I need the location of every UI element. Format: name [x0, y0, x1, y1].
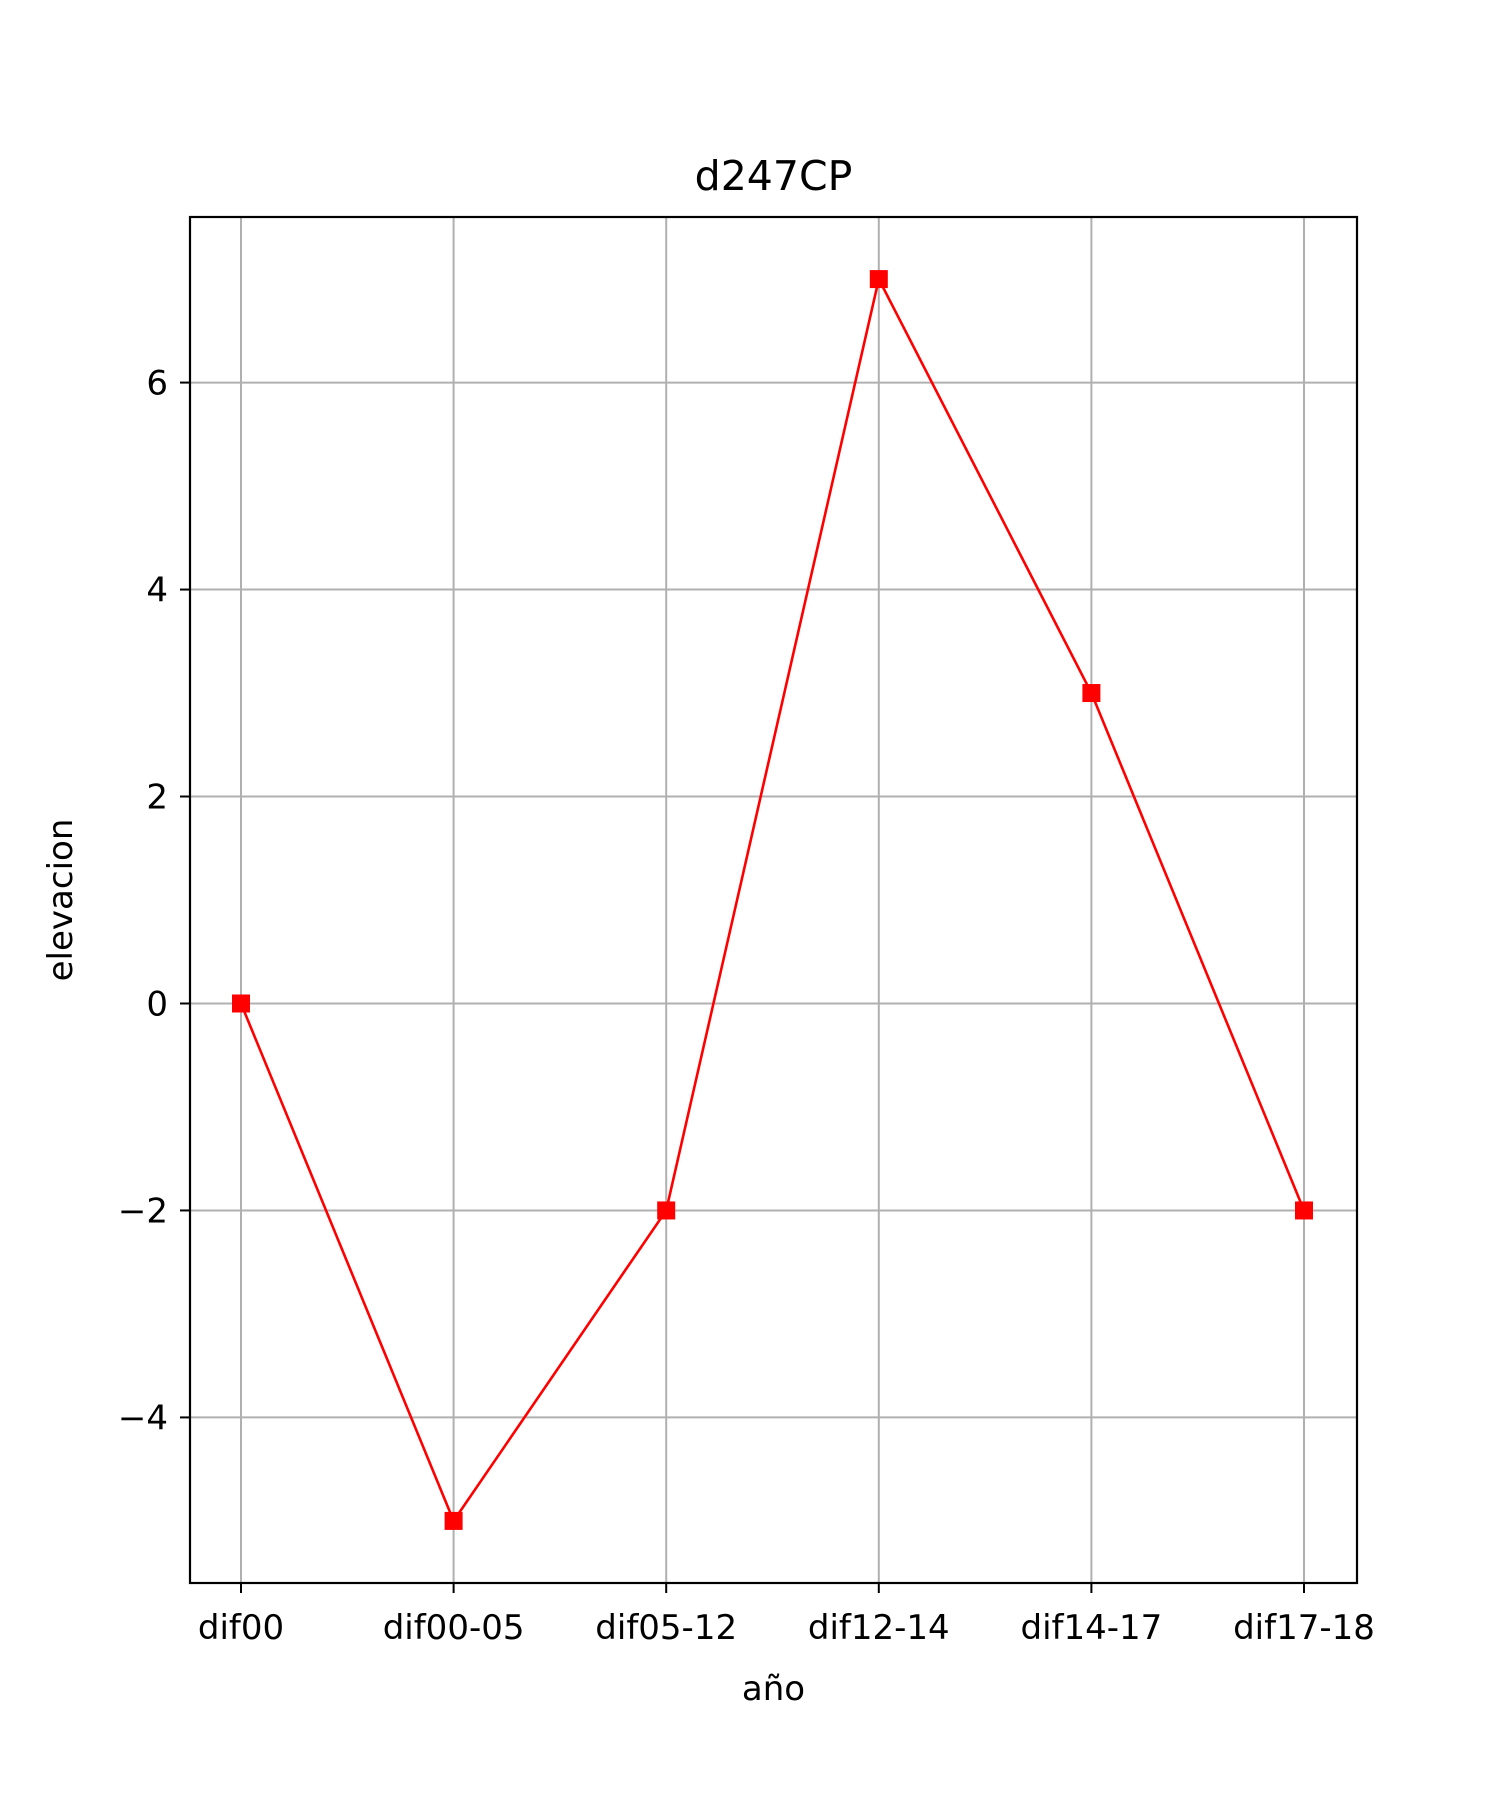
series-line	[239, 275, 1306, 1524]
axis-ticks: dif00 dif00-05 dif05-12 dif12-14 dif14-17 dif…	[118, 364, 1375, 1648]
y-tick-label: 6	[146, 364, 168, 404]
x-tick-label: dif14-17	[1021, 1608, 1163, 1648]
y-axis-label: elevacion	[41, 819, 81, 982]
y-tick-label: 4	[146, 571, 168, 611]
x-tick-label: dif17-18	[1233, 1608, 1375, 1648]
data-point-marker	[869, 270, 888, 289]
plot-frame	[188, 215, 1359, 1585]
data-point-marker	[1082, 684, 1101, 703]
x-tick-label: dif00	[198, 1608, 284, 1648]
y-tick-label: 0	[146, 984, 168, 1024]
x-tick-label: dif05-12	[595, 1608, 737, 1648]
y-tick-label: −4	[118, 1398, 168, 1438]
data-point-marker	[444, 1511, 463, 1530]
chart-title: d247CP	[695, 152, 853, 200]
data-point-marker	[1295, 1201, 1313, 1220]
x-axis-label: año	[742, 1669, 805, 1709]
grid	[190, 217, 1357, 1583]
x-tick-label: dif00-05	[383, 1608, 525, 1648]
y-tick-label: −2	[118, 1191, 168, 1231]
data-point-marker	[232, 994, 250, 1013]
series-line-group	[232, 270, 1313, 1530]
x-tick-label: dif12-14	[808, 1608, 950, 1648]
data-point-marker	[657, 1201, 676, 1220]
y-tick-label: 2	[146, 778, 168, 818]
